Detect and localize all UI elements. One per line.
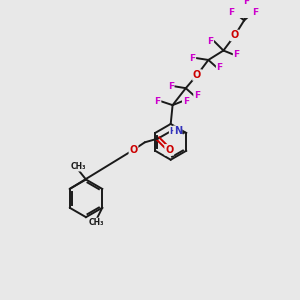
Text: F: F (189, 54, 195, 63)
Text: F: F (194, 91, 200, 100)
Text: O: O (231, 31, 239, 40)
Text: F: F (233, 50, 240, 59)
Text: F: F (217, 63, 223, 72)
Text: N: N (174, 126, 182, 136)
Text: O: O (165, 145, 173, 155)
Text: F: F (207, 37, 213, 46)
Text: CH₃: CH₃ (71, 162, 86, 171)
Text: O: O (193, 70, 201, 80)
Text: F: F (243, 0, 249, 6)
Text: F: F (228, 8, 234, 17)
Text: CH₃: CH₃ (89, 218, 104, 227)
Text: F: F (168, 82, 174, 91)
Text: F: F (154, 97, 160, 106)
Text: F: F (183, 97, 189, 106)
Text: O: O (129, 145, 138, 155)
Text: F: F (252, 8, 259, 17)
Text: H: H (169, 127, 176, 136)
